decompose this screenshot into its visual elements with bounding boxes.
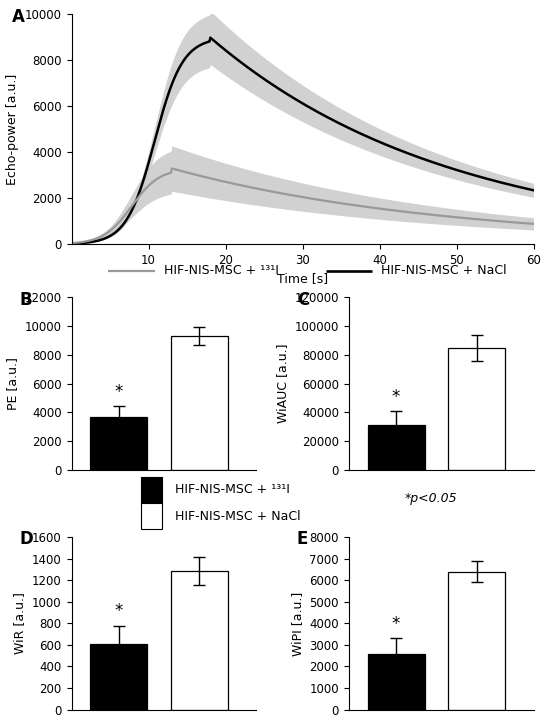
Bar — [367, 425, 425, 470]
Y-axis label: WiR [a.u.]: WiR [a.u.] — [13, 592, 26, 654]
Text: HIF-NIS-MSC + ¹³¹I: HIF-NIS-MSC + ¹³¹I — [175, 483, 290, 496]
Y-axis label: WiPI [a.u.]: WiPI [a.u.] — [291, 592, 304, 655]
Bar — [171, 336, 228, 470]
Y-axis label: WiAUC [a.u.]: WiAUC [a.u.] — [276, 344, 289, 424]
Text: HIF-NIS-MSC + NaCl: HIF-NIS-MSC + NaCl — [175, 510, 301, 523]
Bar — [448, 348, 505, 470]
Text: B: B — [20, 290, 32, 308]
Bar — [171, 571, 228, 710]
Text: D: D — [20, 531, 34, 548]
Bar — [141, 477, 162, 502]
Text: *: * — [392, 387, 400, 405]
Text: *: * — [115, 382, 123, 400]
Text: C: C — [297, 290, 309, 308]
Text: HIF-NIS-MSC + ¹³¹I: HIF-NIS-MSC + ¹³¹I — [164, 264, 279, 277]
Text: E: E — [297, 531, 309, 548]
Text: *: * — [392, 615, 400, 634]
Y-axis label: PE [a.u.]: PE [a.u.] — [6, 357, 19, 410]
Bar — [90, 417, 147, 470]
Text: *p<0.05: *p<0.05 — [404, 492, 456, 505]
Text: A: A — [12, 7, 24, 25]
Text: *: * — [115, 602, 123, 620]
Bar — [448, 572, 505, 710]
Text: HIF-NIS-MSC + NaCl: HIF-NIS-MSC + NaCl — [381, 264, 507, 277]
Y-axis label: Echo-power [a.u.]: Echo-power [a.u.] — [6, 74, 19, 185]
Bar — [90, 644, 147, 710]
Bar — [367, 654, 425, 710]
Bar — [141, 503, 162, 529]
X-axis label: Time [s]: Time [s] — [277, 272, 328, 285]
